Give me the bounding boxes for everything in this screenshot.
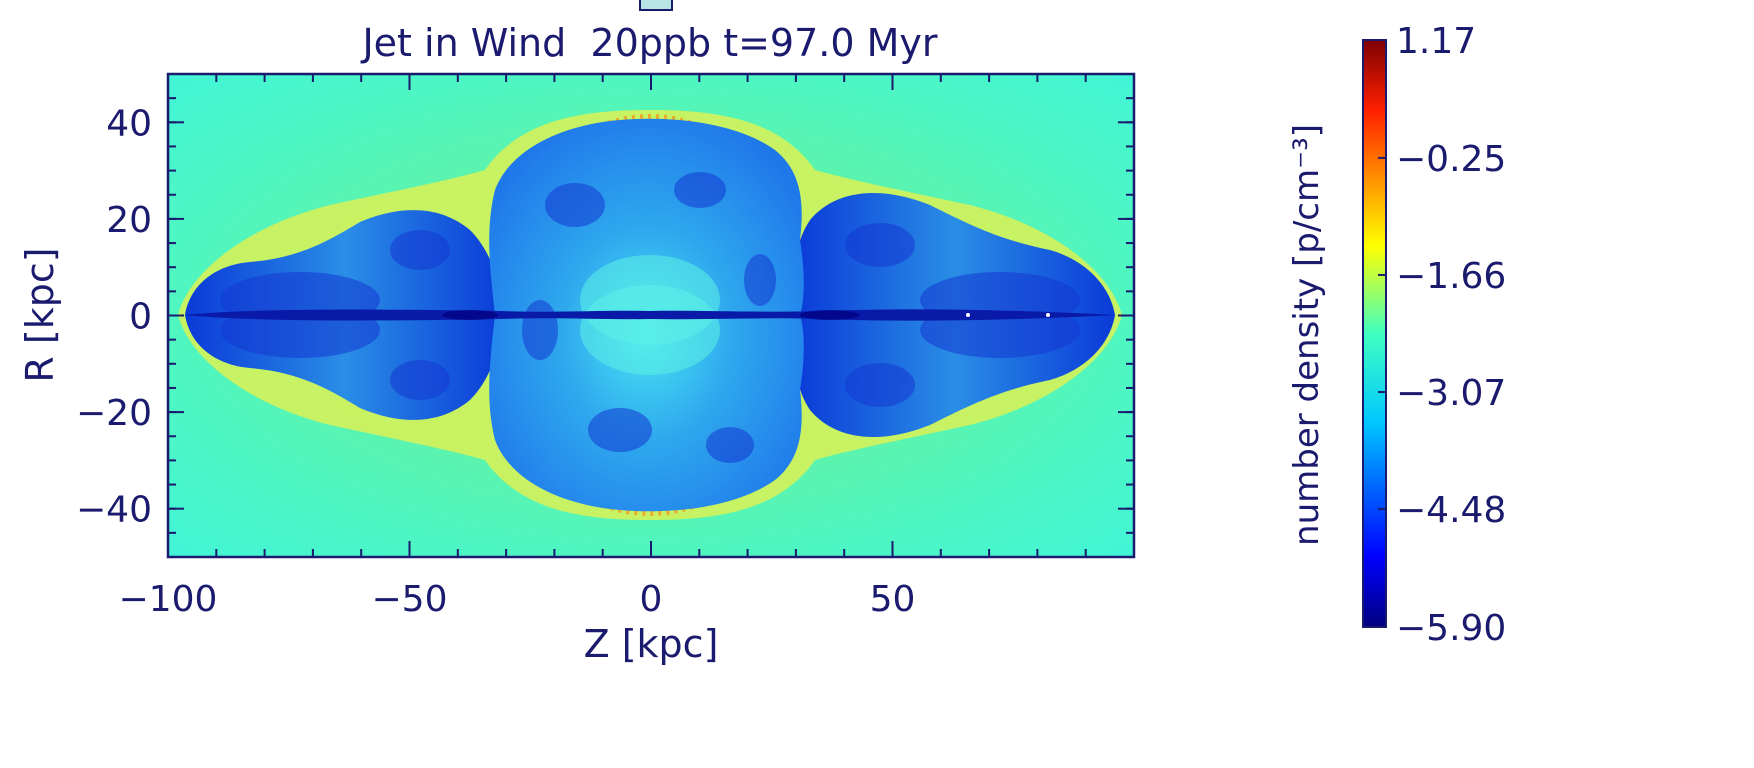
bubble-core-lower xyxy=(580,285,720,375)
colorbar-tick-label: −0.25 xyxy=(1396,139,1506,180)
colorbar-tick-label: 1.17 xyxy=(1396,21,1476,62)
density-map xyxy=(168,74,1134,557)
x-tick-label: 50 xyxy=(870,579,916,620)
x-tick-label: −50 xyxy=(372,579,448,620)
y-tick-label: −20 xyxy=(76,393,152,434)
y-tick-label: 0 xyxy=(129,297,152,338)
y-tick-label: −40 xyxy=(76,490,152,531)
colorbar-label: number density [p/cm⁻³] xyxy=(1287,124,1327,546)
colorbar-ticks: 1.17 −0.25 −1.66 −3.07 −4.48 −5.90 xyxy=(1378,21,1506,649)
jet-knot xyxy=(442,310,498,320)
colorbar xyxy=(1362,39,1387,628)
x-tick-label: 0 xyxy=(640,579,663,620)
y-tick-label: 40 xyxy=(106,103,152,144)
x-tick-label: −100 xyxy=(119,579,218,620)
x-axis-label: Z [kpc] xyxy=(584,622,719,666)
colorbar-tick-label: −3.07 xyxy=(1396,373,1506,414)
plot-ticks: −100 −50 0 50 −40 −20 0 20 40 xyxy=(76,74,1134,620)
chart-title: Jet in Wind 20ppb t=97.0 Myr xyxy=(360,21,937,65)
colorbar-tick-label: −1.66 xyxy=(1396,256,1506,297)
hot-spot xyxy=(1046,313,1050,317)
hot-spot xyxy=(966,313,970,317)
colorbar-tick-label: −5.90 xyxy=(1396,608,1506,649)
y-tick-label: 20 xyxy=(106,200,152,241)
y-axis-label: R [kpc] xyxy=(18,247,62,382)
colorbar-tick-label: −4.48 xyxy=(1396,490,1506,531)
top-marker xyxy=(639,0,673,11)
jet-knot xyxy=(800,310,860,320)
jet-axis xyxy=(185,309,1115,321)
